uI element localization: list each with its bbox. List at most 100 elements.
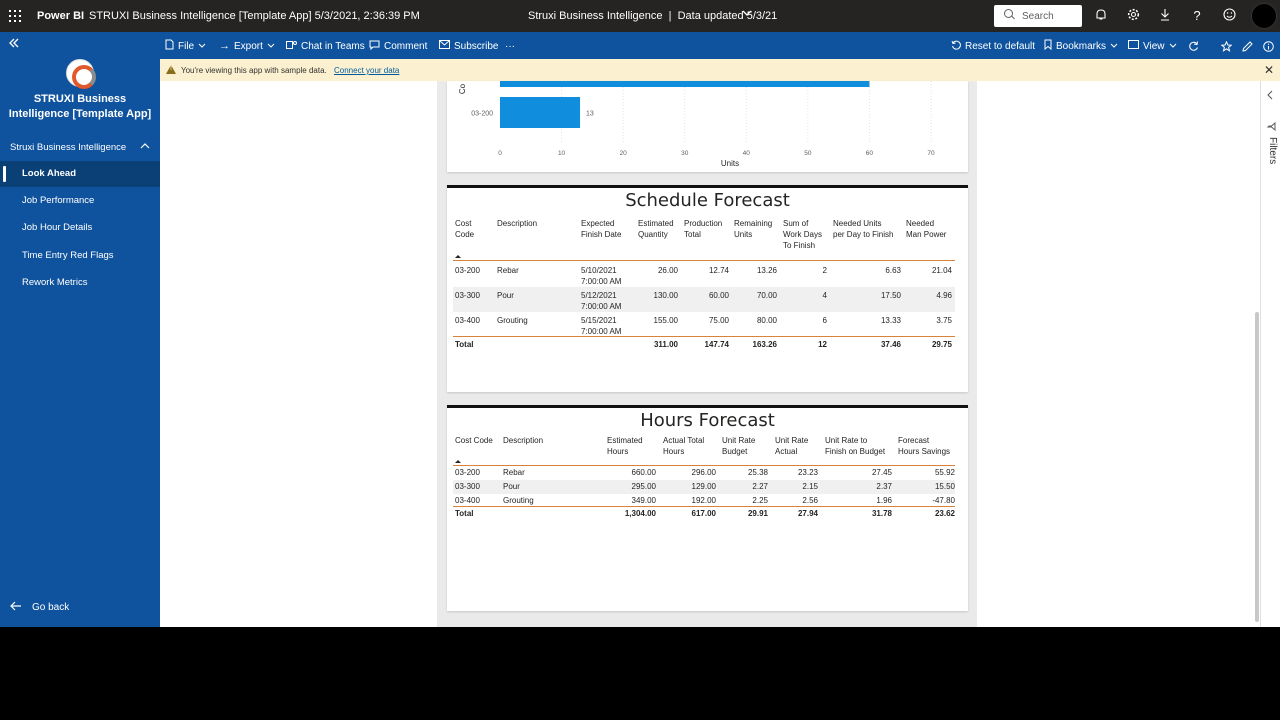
filters-pane-collapsed[interactable]: Filters (1260, 81, 1280, 627)
view-label: View (1143, 40, 1165, 52)
column-header[interactable]: Unit Rate Budget (722, 436, 756, 456)
total-label: Total (455, 509, 474, 518)
nav-item-rework-metrics[interactable]: Rework Metrics (0, 270, 160, 296)
table-cell: 13.26 (756, 266, 777, 275)
category-label: 03-200 (471, 111, 493, 118)
file-menu-button[interactable]: File (165, 39, 206, 53)
total-cell: 31.78 (871, 509, 892, 518)
table-cell: 2.15 (802, 482, 818, 491)
column-header[interactable]: Production Total (684, 219, 723, 239)
hours-forecast-table[interactable]: Hours Forecast Cost Code Description Estim… (447, 405, 968, 611)
search-input[interactable]: Search (994, 5, 1082, 27)
column-header[interactable]: Description (503, 436, 544, 445)
schedule-forecast-title: Schedule Forecast (625, 190, 790, 211)
table-cell: 2.27 (752, 482, 768, 491)
nav-item-time-entry-red-flags[interactable]: Time Entry Red Flags (0, 243, 160, 269)
mail-icon (439, 40, 450, 52)
search-placeholder: Search (1022, 11, 1054, 22)
comment-button[interactable]: Comment (369, 39, 427, 53)
nav-item-job-hour-details[interactable]: Job Hour Details (0, 215, 160, 241)
connect-data-link[interactable]: Connect your data (334, 66, 400, 75)
column-header[interactable]: Description (497, 219, 538, 228)
export-arrow-icon: → (219, 39, 230, 52)
powerbi-app: Power BI STRUXI Business Intelligence [T… (0, 0, 1280, 627)
sort-ascending-icon[interactable] (455, 460, 461, 463)
view-button[interactable]: View (1128, 39, 1177, 53)
x-tick-label: 30 (681, 150, 689, 157)
report-title: STRUXI Business Intelligence [Template A… (89, 10, 420, 22)
canvas-scrollbar[interactable] (1255, 312, 1259, 622)
total-cell: 12 (818, 340, 827, 349)
nav-item-label: Look Ahead (22, 168, 77, 179)
column-header[interactable]: Sum of Work Days To Finish (783, 219, 822, 250)
app-name: STRUXI Business Intelligence [Template A… (0, 92, 160, 122)
column-header[interactable]: Cost Code (455, 436, 493, 445)
nav-item-label: Job Hour Details (22, 222, 93, 233)
column-header[interactable]: Actual Total Hours (663, 436, 705, 456)
column-header[interactable]: Forecast Hours Savings (898, 436, 951, 456)
more-options-button[interactable]: ··· (505, 39, 515, 53)
hours-forecast-title: Hours Forecast (640, 410, 775, 431)
settings-gear-icon[interactable] (1125, 8, 1141, 24)
column-header[interactable]: Estimated Hours (607, 436, 643, 456)
bar[interactable] (500, 81, 870, 87)
chevron-down-icon[interactable] (742, 8, 752, 21)
app-launcher-icon[interactable] (9, 10, 21, 22)
chevron-up-icon (140, 141, 150, 152)
table-cell: 5/15/2021 7:00:00 AM (581, 316, 622, 336)
column-header[interactable]: Unit Rate to Finish on Budget (825, 436, 886, 456)
user-avatar[interactable] (1251, 3, 1277, 29)
export-menu-button[interactable]: → Export (219, 39, 275, 53)
reset-icon (951, 40, 961, 53)
file-icon (165, 39, 174, 53)
notifications-icon[interactable] (1093, 8, 1109, 24)
subscribe-button[interactable]: Subscribe (439, 39, 498, 53)
table-cell: 155.00 (653, 316, 678, 325)
nav-item-job-performance[interactable]: Job Performance (0, 188, 160, 214)
refresh-icon[interactable] (1188, 39, 1199, 53)
chat-in-teams-button[interactable]: Chat in Teams (286, 39, 365, 53)
bookmarks-button[interactable]: Bookmarks (1044, 39, 1118, 53)
units-bar-chart[interactable]: 03-200 13 0 10 20 30 40 50 60 70 Units Co (447, 81, 968, 172)
column-header[interactable]: Expected Finish Date (581, 219, 622, 239)
bar[interactable] (500, 97, 581, 128)
cost-code-cell: 03-200 (455, 266, 480, 275)
table-cell: 2.56 (802, 496, 818, 505)
table-cell: 3.75 (936, 316, 952, 325)
column-header[interactable]: Unit Rate Actual (775, 436, 809, 456)
table-cell: 23.23 (797, 468, 818, 477)
close-icon[interactable]: ✕ (1263, 63, 1274, 77)
table-cell: 5/12/2021 7:00:00 AM (581, 291, 622, 311)
table-cell: 296.00 (691, 468, 716, 477)
nav-section-header[interactable]: Struxi Business Intelligence (10, 142, 152, 153)
download-icon[interactable] (1157, 8, 1173, 24)
header-divider (453, 465, 955, 466)
chevron-left-icon[interactable] (1266, 90, 1273, 103)
back-arrow-icon (10, 601, 22, 614)
feedback-smiley-icon[interactable] (1221, 8, 1237, 24)
export-label: Export (234, 40, 263, 52)
column-header[interactable]: Remaining Units (734, 219, 773, 239)
nav-item-look-ahead[interactable]: Look Ahead (0, 161, 160, 187)
help-icon[interactable]: ? (1193, 8, 1201, 23)
table-cell: 2.37 (876, 482, 892, 491)
table-cell: 70.00 (756, 291, 777, 300)
schedule-forecast-table[interactable]: Schedule Forecast Cost Code Description Ex… (447, 185, 968, 392)
sort-ascending-icon[interactable] (455, 255, 461, 258)
brand-name[interactable]: Power BI (37, 10, 85, 22)
table-cell: 17.50 (880, 291, 901, 300)
left-navigation: STRUXI Business Intelligence [Template A… (0, 59, 160, 627)
edit-pencil-icon[interactable] (1242, 39, 1253, 53)
favorite-star-icon[interactable] (1221, 39, 1232, 53)
workspace-title[interactable]: Struxi Business Intelligence | Data upda… (528, 10, 778, 22)
column-header[interactable]: Cost Code (455, 219, 475, 239)
reset-to-default-button[interactable]: Reset to default (951, 39, 1035, 53)
table-cell: 21.04 (931, 266, 952, 275)
table-cell: 5/10/2021 7:00:00 AM (581, 266, 622, 286)
column-header[interactable]: Needed Man Power (906, 219, 947, 239)
collapse-nav-icon[interactable] (8, 36, 20, 54)
column-header[interactable]: Estimated Quantity (638, 219, 674, 239)
info-icon[interactable] (1263, 39, 1274, 53)
column-header[interactable]: Needed Units per Day to Finish (833, 219, 894, 239)
go-back-button[interactable]: Go back (10, 601, 69, 614)
